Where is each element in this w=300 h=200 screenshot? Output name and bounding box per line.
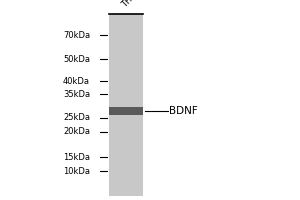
Bar [109, 107, 143, 115]
Text: 25kDa: 25kDa [63, 113, 90, 122]
Bar [109, 14, 143, 196]
Text: 20kDa: 20kDa [63, 127, 90, 136]
Text: 70kDa: 70kDa [63, 30, 90, 40]
Text: THP-1: THP-1 [120, 0, 143, 9]
Text: 15kDa: 15kDa [63, 152, 90, 162]
Text: 35kDa: 35kDa [63, 90, 90, 99]
Text: BDNF: BDNF [169, 106, 198, 116]
Text: 10kDa: 10kDa [63, 166, 90, 176]
Text: 40kDa: 40kDa [63, 76, 90, 86]
Text: 50kDa: 50kDa [63, 54, 90, 64]
